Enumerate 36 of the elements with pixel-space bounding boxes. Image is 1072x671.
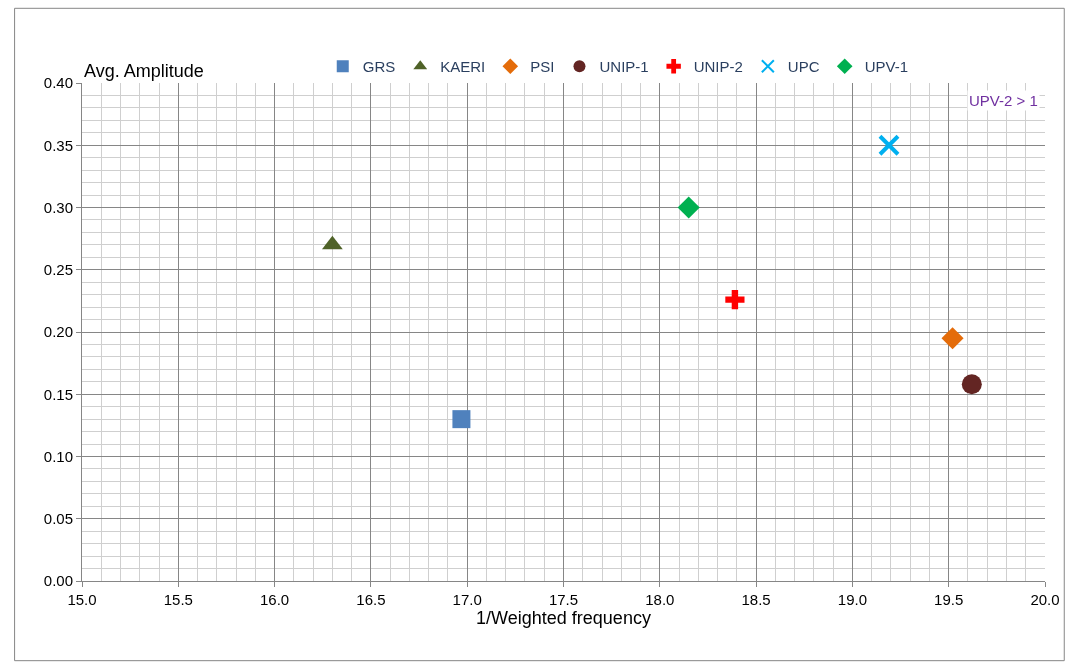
y-tick-label: 0.05 bbox=[43, 510, 73, 527]
y-tick-label: 0.10 bbox=[43, 447, 73, 465]
x-tick-label: 17.5 bbox=[548, 591, 579, 608]
x-tick-label: 18.5 bbox=[741, 591, 771, 608]
y-axis-title: Avg. Amplitude bbox=[84, 61, 204, 81]
point bbox=[941, 327, 964, 350]
x-tick-label: 15.0 bbox=[67, 591, 97, 608]
annotation: UPV-2 > 1 bbox=[969, 92, 1038, 109]
x-tick-label: 19.0 bbox=[837, 591, 867, 608]
legend-label: PSI bbox=[530, 58, 555, 76]
legend-label: GRS bbox=[362, 58, 396, 76]
x-tick-label: 17.0 bbox=[452, 591, 482, 608]
y-tick-label: 0.25 bbox=[43, 261, 73, 278]
point bbox=[452, 410, 471, 429]
x-tick-label: 15.5 bbox=[163, 591, 193, 608]
point bbox=[877, 134, 900, 157]
x-tick-label: 19.5 bbox=[934, 591, 964, 608]
point bbox=[961, 374, 982, 395]
legend-label: UNIP-1 bbox=[599, 58, 649, 76]
legend-label: UPC bbox=[787, 58, 820, 76]
legend-label: UNIP-2 bbox=[693, 58, 743, 76]
legend-label: KAERI bbox=[440, 58, 486, 76]
y-tick-label: 0.40 bbox=[43, 74, 73, 92]
point bbox=[725, 290, 745, 310]
x-tick-label: 20.0 bbox=[1030, 591, 1060, 608]
y-tick-label: 0.35 bbox=[43, 136, 73, 154]
x-tick-label: 16.0 bbox=[260, 591, 290, 608]
point bbox=[677, 196, 700, 219]
x-axis-title: 1/Weighted frequency bbox=[476, 608, 651, 629]
x-tick-label: 18.0 bbox=[645, 591, 675, 608]
legend-label: UPV-1 bbox=[864, 58, 909, 76]
y-tick-label: 0.00 bbox=[43, 572, 73, 590]
y-tick-label: 0.15 bbox=[43, 385, 73, 403]
y-tick-label: 0.20 bbox=[43, 323, 73, 341]
x-tick-label: 16.5 bbox=[356, 591, 386, 608]
y-tick-label: 0.30 bbox=[43, 198, 73, 216]
